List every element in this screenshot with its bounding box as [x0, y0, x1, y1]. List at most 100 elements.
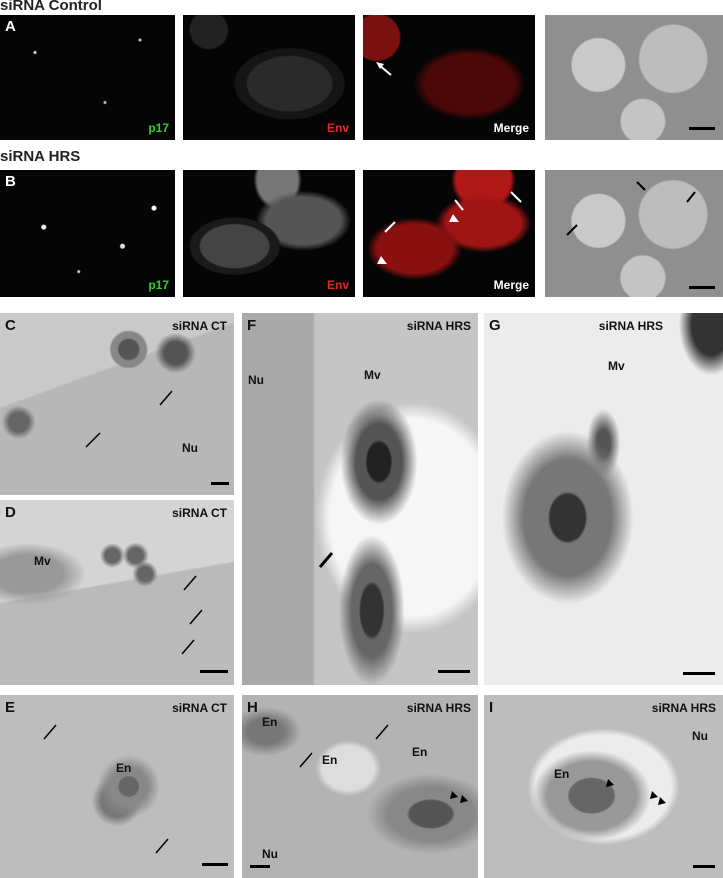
graphic — [450, 791, 468, 803]
arrows — [606, 779, 666, 805]
image-panel: Merge — [363, 15, 535, 140]
channel-label: p17 — [148, 121, 169, 135]
image-panel: Merge — [363, 170, 535, 297]
channel-label: Merge — [493, 278, 529, 292]
panel-label: C — [5, 317, 16, 334]
annotation: Mv — [34, 554, 51, 568]
image-panel — [545, 15, 723, 140]
image-panel: A p17 — [0, 15, 175, 140]
condition-label: siRNA CT — [172, 701, 227, 715]
image-panel — [545, 170, 723, 297]
scale-bar — [438, 670, 470, 673]
arrows — [376, 62, 392, 76]
condition-label: siRNA CT — [172, 319, 227, 333]
panel-label: F — [247, 317, 257, 334]
section-title: siRNA HRS — [0, 148, 81, 165]
annotation: En — [322, 753, 338, 767]
graphic — [686, 191, 696, 203]
panel-label: E — [5, 699, 16, 716]
annotation: Mv — [608, 359, 625, 373]
condition-label: siRNA HRS — [598, 319, 663, 333]
graphic — [450, 791, 458, 799]
graphic — [566, 181, 696, 236]
image-panel: E siRNA CT En — [0, 695, 234, 878]
graphic — [183, 575, 197, 591]
scale-bar — [250, 865, 270, 868]
graphic — [159, 390, 173, 406]
image-panel: C siRNA CT Nu — [0, 313, 234, 495]
graphic — [155, 838, 169, 854]
image-panel: B p17 — [0, 170, 175, 297]
channel-label: Env — [326, 278, 349, 292]
arrows — [377, 191, 522, 264]
scale-bar — [689, 286, 715, 289]
arrows — [566, 181, 696, 236]
annotation: En — [554, 767, 570, 781]
graphic — [43, 724, 57, 740]
arrows — [85, 390, 173, 448]
annotation: Nu — [182, 441, 198, 455]
panel-label: H — [247, 699, 258, 716]
graphic — [606, 779, 666, 805]
annotation: En — [412, 745, 428, 759]
panel-label: B — [5, 173, 16, 190]
graphic — [181, 575, 203, 655]
image-panel: F siRNA HRS Nu Mv — [242, 313, 478, 685]
scale-bar — [202, 863, 228, 866]
section-title: siRNA Control — [0, 0, 102, 14]
graphic — [376, 62, 384, 69]
annotation: Nu — [248, 373, 264, 387]
graphic — [299, 752, 313, 768]
graphic — [299, 724, 389, 768]
condition-label: siRNA HRS — [406, 319, 471, 333]
channel-label: Merge — [493, 121, 529, 135]
graphic — [189, 609, 203, 625]
arrows — [318, 552, 334, 568]
graphic — [636, 181, 646, 191]
panel-label: D — [5, 504, 16, 521]
graphic — [658, 797, 666, 805]
panel-label: A — [5, 18, 16, 35]
graphic — [566, 224, 578, 236]
scale-bar — [693, 865, 715, 868]
condition-label: siRNA CT — [172, 506, 227, 520]
graphic — [318, 552, 334, 568]
graphic — [384, 191, 522, 233]
annotation: En — [262, 715, 278, 729]
graphic — [510, 191, 522, 203]
graphic — [384, 221, 396, 233]
panel-label: G — [489, 317, 501, 334]
image-panel: G siRNA HRS Mv — [484, 313, 723, 685]
graphic — [377, 256, 387, 264]
graphic — [460, 795, 468, 803]
condition-label: siRNA HRS — [406, 701, 471, 715]
image-panel: H siRNA HRS En En En Nu — [242, 695, 478, 878]
graphic — [449, 214, 459, 222]
scale-bar — [683, 672, 715, 675]
scale-bar — [689, 127, 715, 130]
channel-label: p17 — [148, 278, 169, 292]
image-panel: Env — [183, 15, 355, 140]
arrows — [299, 724, 468, 803]
graphic — [606, 779, 614, 787]
annotation: En — [116, 761, 132, 775]
channel-label: Env — [326, 121, 349, 135]
graphic — [85, 390, 173, 448]
graphic — [85, 432, 101, 448]
graphic — [375, 724, 389, 740]
graphic — [43, 724, 169, 854]
panel-label: I — [489, 699, 494, 716]
image-panel: I siRNA HRS Nu En — [484, 695, 723, 878]
arrows — [43, 724, 169, 854]
image-panel: D siRNA CT Mv — [0, 500, 234, 685]
graphic — [650, 791, 658, 799]
annotation: Mv — [364, 368, 381, 382]
condition-label: siRNA HRS — [651, 701, 716, 715]
arrows — [181, 575, 203, 655]
graphic — [181, 639, 195, 655]
scale-bar — [200, 670, 228, 673]
graphic — [377, 214, 459, 264]
graphic — [454, 199, 464, 211]
annotation: Nu — [262, 847, 278, 861]
